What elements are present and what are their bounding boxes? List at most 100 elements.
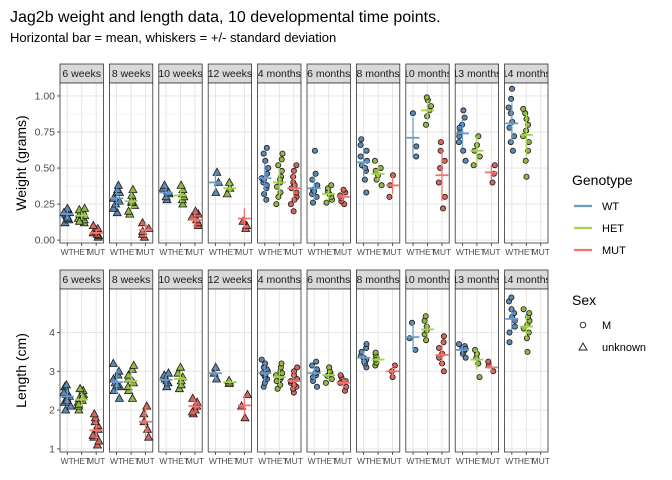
data-point: [461, 114, 468, 121]
group-wt: [307, 358, 321, 390]
data-point: [507, 139, 514, 146]
data-point: [489, 179, 496, 186]
data-point: [222, 188, 232, 198]
facet-strip-label: 8 weeks: [112, 68, 151, 80]
group-mut: [236, 389, 253, 422]
group-het: [371, 157, 385, 189]
x-tick-label: MUT: [482, 456, 500, 466]
data-point: [408, 319, 415, 326]
data-point: [526, 310, 533, 317]
group-het: [272, 360, 286, 392]
chart-subtitle: Horizontal bar = mean, whiskers = +/- st…: [10, 30, 336, 45]
x-tick-label: MUT: [383, 456, 401, 466]
group-mut: [287, 364, 301, 396]
data-point: [460, 147, 467, 154]
data-point: [511, 323, 518, 330]
facet-strip-label: 10 weeks: [158, 68, 202, 80]
group-het: [223, 375, 237, 388]
data-point: [371, 157, 378, 164]
data-point: [520, 306, 527, 313]
legend-key-unknown: [578, 342, 588, 351]
data-point: [293, 189, 300, 196]
data-point: [178, 199, 188, 208]
data-point: [108, 203, 119, 212]
group-wt: [208, 167, 224, 196]
x-tick-label: HET: [73, 247, 90, 257]
data-point: [108, 358, 118, 367]
group-mut: [386, 362, 400, 381]
group-mut: [137, 217, 154, 241]
facet-strip-label: 14 months: [502, 68, 551, 80]
facet-strip-label: 4 months: [258, 68, 301, 80]
data-point: [142, 401, 152, 410]
group-mut: [336, 186, 350, 208]
data-point: [491, 162, 498, 169]
x-tick-label: WT: [505, 247, 518, 257]
x-tick-label: MUT: [136, 247, 154, 257]
data-point: [137, 217, 148, 227]
group-wt: [307, 147, 321, 206]
data-point: [437, 139, 444, 146]
data-point: [456, 124, 463, 131]
x-tick-label: MUT: [235, 456, 253, 466]
group-wt: [258, 356, 272, 390]
data-point: [476, 153, 483, 160]
data-point: [372, 349, 379, 356]
group-wt: [159, 368, 174, 391]
data-point: [441, 157, 448, 164]
data-point: [279, 370, 286, 377]
data-point: [524, 348, 531, 355]
data-point: [290, 167, 297, 174]
x-tick-label: WT: [159, 456, 172, 466]
group-mut: [237, 208, 252, 232]
data-point: [525, 329, 532, 336]
data-point: [508, 85, 515, 92]
group-wt: [505, 294, 519, 346]
data-point: [260, 150, 267, 157]
data-point: [363, 341, 370, 348]
facet-strip-label: 4 months: [258, 274, 301, 286]
legend-label-m: M: [602, 320, 611, 332]
x-tick-label: HET: [221, 247, 238, 257]
x-tick-label: WT: [456, 247, 469, 257]
group-wt: [108, 358, 125, 402]
data-point: [470, 162, 477, 169]
data-point: [460, 107, 467, 114]
data-point: [322, 379, 329, 386]
data-point: [343, 383, 350, 390]
data-point: [211, 187, 221, 196]
data-point: [462, 157, 469, 164]
x-tick-label: MUT: [136, 456, 154, 466]
data-point: [340, 186, 347, 193]
data-point: [422, 121, 429, 128]
legend-label-unknown: unknown: [602, 342, 646, 354]
facet-strip-label: 6 months: [307, 68, 350, 80]
data-point: [279, 150, 286, 157]
data-point: [476, 374, 483, 381]
x-tick-label: WT: [258, 456, 271, 466]
data-point: [61, 379, 72, 389]
data-point: [509, 147, 516, 154]
data-point: [357, 141, 364, 148]
x-tick-label: WT: [308, 456, 321, 466]
facet-strip-label: 13 months: [452, 274, 501, 286]
group-wt: [357, 136, 371, 196]
data-point: [507, 110, 514, 117]
facet-strip-label: 14 months: [502, 274, 551, 286]
data-point: [423, 337, 430, 344]
data-point: [313, 383, 320, 390]
y-axis-title-weight: Weight (grams): [13, 115, 29, 210]
group-het: [73, 203, 90, 227]
x-tick-label: MUT: [334, 456, 352, 466]
x-tick-label: WT: [505, 456, 518, 466]
facet-strip-label: 10 months: [403, 68, 452, 80]
data-point: [423, 323, 430, 330]
x-tick-label: HET: [123, 456, 140, 466]
